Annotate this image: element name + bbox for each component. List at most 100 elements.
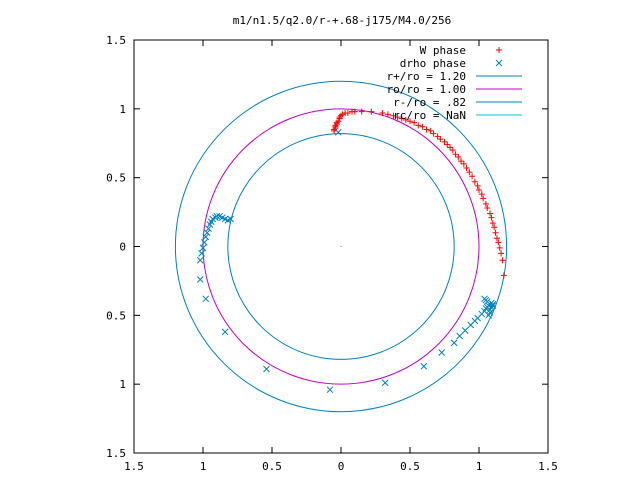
w-phase-point: [437, 136, 444, 143]
w-phase-point: [394, 114, 401, 121]
w-phase-point: [466, 169, 473, 176]
x-tick-label: 0.5: [400, 460, 420, 473]
drho-phase-point: [196, 256, 204, 264]
circle-curve: [174, 80, 508, 413]
w-phase-point: [358, 108, 365, 115]
w-phase-point: [333, 119, 340, 126]
w-phase-point: [332, 122, 339, 129]
y-tick-label: 1.5: [106, 34, 126, 47]
w-phase-point: [379, 109, 386, 116]
origin-dot: [340, 246, 342, 247]
w-phase-point: [480, 195, 487, 202]
w-phase-point: [469, 173, 476, 180]
drho-phase-point: [485, 311, 493, 319]
w-phase-point: [474, 182, 481, 189]
y-tick-label: 0.5: [106, 172, 126, 185]
w-phase-point: [488, 214, 495, 221]
legend-label: drho phase: [400, 57, 466, 70]
axis-ticks: [133, 39, 549, 454]
w-phase-point: [476, 187, 482, 194]
drho-phase-point: [486, 306, 494, 314]
w-phase-point: [498, 250, 505, 257]
w-phase-point: [452, 151, 459, 158]
x-tick-label: 1: [200, 460, 207, 473]
drho-phase-point: [481, 295, 488, 303]
w-phase-point: [344, 109, 351, 116]
drho-phase-point: [227, 215, 234, 223]
y-tick-label: 1: [119, 103, 126, 116]
w-phase-point: [430, 130, 437, 137]
legend-label: W phase: [420, 44, 466, 57]
w-phase-point: [491, 224, 498, 231]
drho-phase-point: [420, 362, 428, 370]
w-phase-point: [471, 178, 478, 185]
w-phase-point: [427, 127, 434, 134]
w-phase-point: [368, 108, 375, 115]
w-phase-point: [398, 115, 405, 122]
w-phase-point: [455, 154, 462, 161]
circle-curves: [174, 80, 508, 413]
w-phase-point: [407, 118, 413, 125]
drho-phase-point: [456, 332, 464, 340]
w-phase-point: [449, 147, 456, 154]
w-phase-point: [338, 112, 344, 119]
w-phase-point: [495, 239, 502, 246]
w-phase-point: [482, 200, 489, 207]
drho-phase-point: [334, 128, 342, 136]
w-phase-point: [484, 204, 491, 211]
w-phase-point: [460, 160, 467, 167]
w-phase-point: [336, 114, 343, 121]
w-phase-point: [500, 272, 507, 279]
legend-swatch: [496, 47, 502, 53]
w-phase-point: [478, 191, 485, 198]
w-phase-point: [496, 244, 503, 251]
drho-phase-point: [213, 212, 221, 220]
drho-phase-point: [198, 250, 205, 257]
x-tick-label: 1.5: [538, 460, 558, 473]
w-phase-point: [423, 126, 430, 133]
w-phase-point: [384, 111, 391, 118]
w-phase-point: [444, 141, 451, 148]
w-phase-point: [441, 138, 448, 145]
drho-phase-point: [202, 295, 210, 303]
drho-phase-point: [326, 386, 334, 394]
x-tick-label: 0: [338, 460, 345, 473]
w-phase-point: [499, 257, 506, 264]
drho-phase-point: [438, 349, 446, 356]
legend-label: r-/ro = .82: [393, 96, 466, 109]
w-phase-point: [351, 108, 358, 115]
w-phase-point: [415, 122, 422, 129]
x-tick-labels: 1.5 1 0.5 0 0.5 1 1.5: [124, 460, 558, 473]
legend-label: ro/ro = 1.00: [387, 83, 466, 96]
drho-phase-point: [461, 327, 469, 334]
w-phase-point: [458, 158, 465, 165]
drho-phase-point: [202, 233, 210, 241]
drho-phase-point: [221, 328, 229, 336]
drho-phase-point: [201, 239, 208, 246]
drho-phase-point: [205, 225, 212, 232]
w-phase-point: [493, 235, 500, 242]
legend-label: rc/ro = NaN: [393, 109, 466, 122]
w-phase-point: [487, 210, 494, 217]
y-tick-label: 0.5: [106, 309, 126, 322]
w-phase-point: [434, 133, 441, 140]
circle-curve: [202, 108, 480, 385]
x-tick-label: 1.5: [124, 460, 144, 473]
y-tick-labels: 1.5 1 0.5 0 0.5 1 1.5: [106, 34, 126, 460]
circle-curve: [227, 133, 455, 360]
w-phase-point: [335, 118, 342, 125]
w-phase-point: [411, 119, 418, 126]
x-tick-label: 0.5: [262, 460, 282, 473]
y-tick-label: 1.5: [106, 447, 126, 460]
legend-label: r+/ro = 1.20: [387, 70, 466, 83]
drho-phase-point: [196, 276, 204, 283]
w-phase-point: [447, 144, 454, 151]
w-phase-point: [419, 123, 426, 130]
drho-phase-point: [199, 244, 207, 252]
w-phase-point: [390, 112, 397, 119]
w-phase-point: [339, 111, 346, 118]
drho-phase-point: [381, 379, 389, 387]
